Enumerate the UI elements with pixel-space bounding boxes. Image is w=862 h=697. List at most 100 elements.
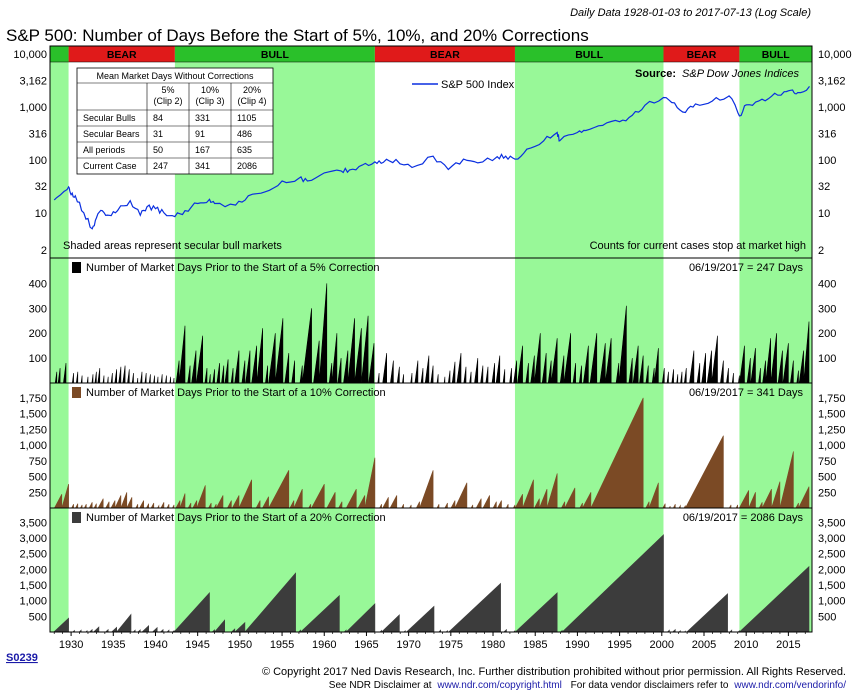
panel-10pct-ytick-right-4: 1,250 — [818, 424, 846, 436]
panel-20pct-ytick-left-0: 500 — [29, 611, 47, 623]
stats-table-cell-3-0: 247 — [153, 161, 168, 171]
stats-table-col-1-clip: (Clip 3) — [195, 96, 224, 106]
stats-table-col-2-pct: 20% — [243, 85, 261, 95]
panel-20pct-ytick-left-6: 3,500 — [19, 517, 47, 529]
footer-disclaimer-text-1: See NDR Disclaimer at — [329, 680, 432, 691]
panel-10pct-ytick-left-2: 750 — [29, 456, 47, 468]
xtick-label-10: 1980 — [481, 639, 505, 651]
top-ytick-left-7: 10,000 — [13, 49, 47, 61]
xtick-label-4: 1950 — [228, 639, 252, 651]
regime-label-bear-2: BEAR — [430, 49, 460, 61]
stats-table-cell-1-1: 91 — [195, 129, 205, 139]
panel-10pct-ytick-right-2: 750 — [818, 456, 836, 468]
xtick-label-8: 1970 — [396, 639, 420, 651]
stats-table-col-0-clip: (Clip 2) — [153, 96, 182, 106]
chart-subtitle: Daily Data 1928-01-03 to 2017-07-13 (Log… — [570, 7, 811, 19]
top-ytick-right-4: 316 — [818, 129, 836, 141]
panel-10pct-legend-swatch — [72, 387, 81, 398]
xtick-label-9: 1975 — [439, 639, 463, 651]
xtick-label-6: 1960 — [312, 639, 336, 651]
count-note: Counts for current cases stop at market … — [590, 240, 806, 252]
panel-10pct-ytick-left-5: 1,500 — [19, 409, 47, 421]
source-label: Source: — [635, 68, 676, 80]
panel-20pct-ytick-right-3: 2,000 — [818, 564, 846, 576]
xtick-label-14: 2000 — [650, 639, 674, 651]
xtick-label-11: 1985 — [523, 639, 547, 651]
source-note: Source: S&P Dow Jones Indices — [635, 68, 799, 80]
regime-band-bear-0 — [68, 46, 175, 62]
footer-disclaimer-link-2[interactable]: www.ndr.com/vendorinfo/ — [733, 680, 846, 691]
stats-table-cell-3-1: 341 — [195, 161, 210, 171]
stats-table-cell-0-2: 1105 — [237, 113, 256, 123]
regime-band-bear-2 — [374, 46, 515, 62]
top-ytick-right-7: 10,000 — [818, 49, 852, 61]
panel-20pct-ytick-right-0: 500 — [818, 611, 836, 623]
panel-5pct-ytick-left-1: 200 — [29, 328, 47, 340]
regime-band-bear-4 — [663, 46, 740, 62]
panel-10pct-ytick-left-3: 1,000 — [19, 440, 47, 452]
panel-5pct-ytick-right-1: 200 — [818, 328, 836, 340]
stats-table-row-label-3: Current Case — [83, 161, 137, 171]
panel-10pct-ytick-left-0: 250 — [29, 487, 47, 499]
regime-band-bull-3 — [514, 46, 664, 62]
xtick-label-1: 1935 — [101, 639, 125, 651]
bull-shading-3 — [514, 62, 664, 632]
xtick-label-7: 1965 — [354, 639, 378, 651]
shading-note: Shaded areas represent secular bull mark… — [63, 240, 282, 252]
sp500-legend-label: S&P 500 Index — [441, 79, 515, 91]
top-ytick-left-4: 316 — [29, 129, 47, 141]
xtick-label-5: 1955 — [270, 639, 294, 651]
footer-disclaimer: See NDR Disclaimer at www.ndr.com/copyri… — [329, 680, 846, 691]
panel-10pct-current-value: 06/19/2017 = 341 Days — [689, 387, 804, 399]
regime-label-bull-5: BULL — [762, 49, 791, 61]
panel-5pct-ytick-left-2: 300 — [29, 303, 47, 315]
stats-table-col-0-pct: 5% — [161, 85, 174, 95]
panel-20pct-ytick-left-5: 3,000 — [19, 533, 47, 545]
panel-20pct-ytick-left-2: 1,500 — [19, 580, 47, 592]
top-ytick-right-0: 2 — [818, 245, 824, 257]
source-text: S&P Dow Jones Indices — [682, 68, 799, 80]
top-ytick-left-0: 2 — [41, 245, 47, 257]
panel-5pct-current-value: 06/19/2017 = 247 Days — [689, 262, 804, 274]
xtick-label-3: 1945 — [185, 639, 209, 651]
regime-band-bull-1 — [174, 46, 375, 62]
stats-table-cell-1-2: 486 — [237, 129, 252, 139]
top-ytick-right-6: 3,162 — [818, 76, 846, 88]
panel-20pct-current-value: 06/19/2017 = 2086 Days — [683, 512, 804, 524]
footer-code[interactable]: S0239 — [6, 652, 38, 664]
top-ytick-right-2: 32 — [818, 181, 830, 193]
panel-5pct-ytick-left-3: 400 — [29, 278, 47, 290]
panel-10pct-ytick-right-1: 500 — [818, 472, 836, 484]
footer-copyright: © Copyright 2017 Ned Davis Research, Inc… — [262, 666, 846, 678]
panel-5pct-legend-label: Number of Market Days Prior to the Start… — [86, 262, 379, 274]
panel-10pct-area — [50, 397, 810, 509]
xtick-label-16: 2010 — [734, 639, 758, 651]
panel-20pct-ytick-right-6: 3,500 — [818, 517, 846, 529]
xtick-label-0: 1930 — [59, 639, 83, 651]
xtick-label-15: 2005 — [692, 639, 716, 651]
stats-table — [76, 67, 274, 175]
panel-20pct-legend-swatch — [72, 512, 81, 523]
stats-table-cell-2-2: 635 — [237, 145, 252, 155]
panel-20pct-legend-label: Number of Market Days Prior to the Start… — [86, 512, 386, 524]
xtick-label-2: 1940 — [143, 639, 167, 651]
panel-20pct-ytick-left-4: 2,500 — [19, 549, 47, 561]
panel-10pct-ytick-left-4: 1,250 — [19, 424, 47, 436]
stats-table-cell-2-1: 167 — [195, 145, 210, 155]
regime-label-bear-0: BEAR — [107, 49, 137, 61]
regime-label-bear-4: BEAR — [687, 49, 717, 61]
panel-10pct-legend-label: Number of Market Days Prior to the Start… — [86, 387, 386, 399]
panel-5pct-ytick-right-3: 400 — [818, 278, 836, 290]
panel-10pct-ytick-right-5: 1,500 — [818, 409, 846, 421]
panel-20pct-ytick-right-5: 3,000 — [818, 533, 846, 545]
panel-10pct-ytick-right-6: 1,750 — [818, 393, 846, 405]
stats-table-cell-1-0: 31 — [153, 129, 163, 139]
top-ytick-right-3: 100 — [818, 155, 836, 167]
footer-disclaimer-text-2: For data vendor disclaimers refer to — [571, 680, 729, 691]
footer-disclaimer-link-1[interactable]: www.ndr.com/copyright.html — [436, 680, 562, 691]
stats-table-title: Mean Market Days Without Corrections — [96, 71, 254, 81]
stats-table-cell-0-0: 84 — [153, 113, 163, 123]
plot-frame — [49, 45, 813, 633]
top-ytick-left-6: 3,162 — [19, 76, 47, 88]
